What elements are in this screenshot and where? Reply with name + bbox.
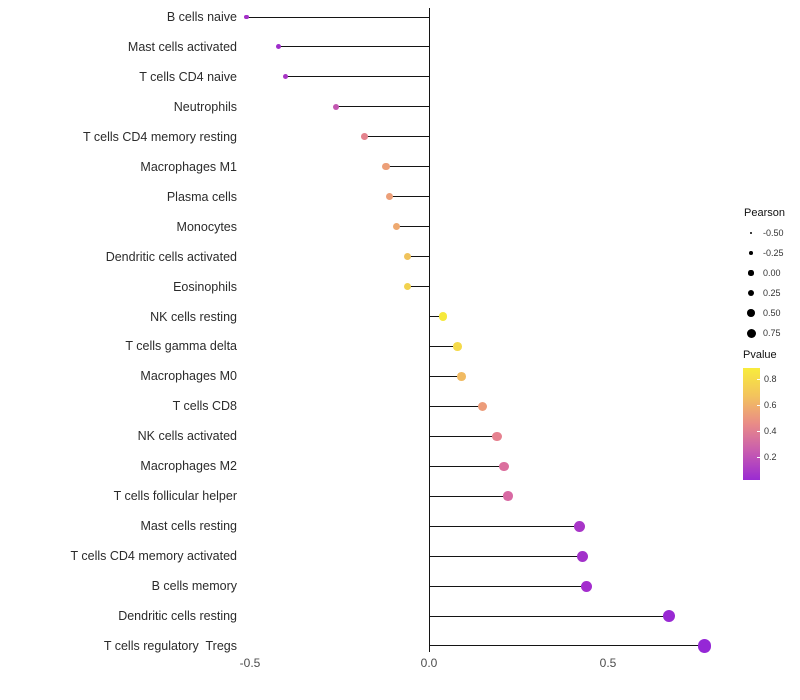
category-label: Mast cells resting	[140, 519, 237, 534]
lollipop-dot	[577, 550, 589, 562]
pvalue-tick-label: 0.4	[764, 426, 777, 437]
legend-size-dot	[746, 328, 756, 338]
lollipop-dot	[361, 133, 368, 141]
lollipop-dot	[403, 252, 412, 261]
legend-size-label: 0.25	[763, 288, 781, 298]
category-label: Plasma cells	[166, 189, 237, 204]
pvalue-legend-title: Pvalue	[743, 349, 777, 361]
pvalue-tick-mark	[757, 404, 760, 406]
lollipop-segment	[429, 465, 505, 467]
lollipop-segment	[429, 645, 705, 647]
lollipop-dot	[580, 580, 593, 592]
legend-size-dot	[749, 231, 753, 235]
lollipop-dot	[662, 609, 676, 623]
zero-axis-line	[428, 8, 430, 652]
category-label: Macrophages M0	[140, 369, 237, 384]
legend-size-label: 0.00	[763, 268, 781, 278]
lollipop-dot	[332, 103, 339, 110]
lollipop-segment	[278, 46, 429, 48]
category-label: B cells memory	[151, 579, 237, 594]
lollipop-dot	[393, 222, 401, 231]
lollipop-dot	[403, 282, 412, 291]
pearson-legend-title: Pearson	[744, 207, 785, 219]
category-label: T cells follicular helper	[113, 489, 237, 504]
legend-size-dot	[747, 309, 755, 317]
pvalue-tick-mark	[757, 378, 760, 380]
category-label: T cells CD4 memory activated	[70, 549, 238, 564]
lollipop-segment	[396, 226, 429, 228]
lollipop-dot	[697, 639, 712, 653]
x-tick-label: 0.5	[599, 656, 617, 670]
lollipop-dot	[478, 401, 488, 411]
lollipop-dot	[382, 163, 390, 171]
lollipop-segment	[246, 16, 429, 18]
legend-size-dot	[749, 251, 753, 255]
legend-size-label: -0.50	[763, 228, 784, 238]
pvalue-gradient-bar	[743, 368, 760, 480]
lollipop-segment	[429, 615, 669, 617]
lollipop-segment	[429, 375, 462, 377]
pvalue-tick-label: 0.2	[764, 452, 777, 463]
category-label: NK cells activated	[137, 429, 237, 444]
lollipop-dot	[502, 491, 513, 501]
pvalue-tick-mark	[757, 430, 760, 432]
category-label: Neutrophils	[173, 99, 237, 114]
lollipop-segment	[429, 405, 483, 407]
lollipop-segment	[429, 495, 508, 497]
lollipop-segment	[429, 435, 498, 437]
category-label: B cells naive	[166, 10, 237, 24]
pvalue-tick-label: 0.8	[764, 374, 777, 385]
legend-size-dot	[748, 270, 754, 276]
category-label: Dendritic cells resting	[118, 609, 237, 623]
legend-size-label: -0.25	[763, 248, 784, 258]
lollipop-segment	[364, 136, 429, 138]
category-label: Eosinophils	[173, 279, 237, 294]
lollipop-dot	[276, 44, 282, 50]
lollipop-dot	[453, 342, 462, 351]
lollipop-dot	[244, 14, 249, 20]
legend-size-dot	[747, 289, 755, 297]
x-tick-label: -0.5	[239, 656, 261, 670]
lollipop-segment	[389, 196, 429, 198]
lollipop-dot	[499, 461, 509, 471]
category-label: T cells CD8	[172, 399, 237, 414]
category-label: T cells regulatory Tregs	[103, 638, 237, 653]
pvalue-tick-mark	[757, 456, 760, 458]
category-label: Dendritic cells activated	[105, 249, 237, 264]
category-label: Macrophages M1	[140, 159, 237, 174]
lollipop-segment	[285, 76, 429, 78]
lollipop-segment	[429, 345, 458, 347]
lollipop-segment	[429, 525, 580, 527]
lollipop-segment	[429, 316, 444, 317]
lollipop-dot	[439, 312, 448, 321]
lollipop-segment	[429, 555, 583, 557]
lollipop-dot	[283, 74, 289, 80]
category-label: Mast cells activated	[127, 39, 237, 54]
lollipop-dot	[492, 431, 502, 441]
lollipop-dot	[573, 520, 585, 532]
lollipop-dot	[386, 193, 394, 201]
pvalue-tick-label: 0.6	[764, 400, 777, 411]
x-tick-label: 0.0	[420, 656, 438, 670]
legend-size-label: 0.75	[763, 328, 781, 338]
category-label: T cells CD4 naive	[139, 69, 237, 84]
lollipop-segment	[429, 585, 587, 587]
category-label: T cells CD4 memory resting	[83, 129, 237, 144]
category-label: Macrophages M2	[140, 459, 237, 474]
lollipop-segment	[407, 286, 429, 288]
lollipop-segment	[386, 166, 429, 168]
category-label: T cells gamma delta	[125, 339, 237, 354]
category-label: Monocytes	[176, 219, 237, 234]
legend-size-label: 0.50	[763, 308, 781, 318]
category-label: NK cells resting	[150, 309, 237, 324]
lollipop-segment	[407, 256, 429, 258]
lollipop-segment	[335, 106, 429, 108]
lollipop-dot	[456, 372, 466, 381]
